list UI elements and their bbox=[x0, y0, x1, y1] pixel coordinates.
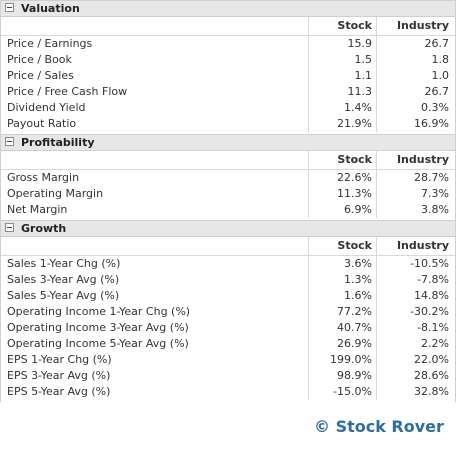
section-growth: Growth Stock Industry Sales 1-Year Chg (%) 3… bbox=[0, 220, 456, 402]
stock-value: 1.4% bbox=[309, 100, 377, 116]
stock-value: 77.2% bbox=[309, 304, 377, 320]
metric-label: Operating Income 1-Year Chg (%) bbox=[1, 304, 309, 320]
stock-value: 1.6% bbox=[309, 288, 377, 304]
stock-value: 6.9% bbox=[309, 202, 377, 218]
table-row: Sales 3-Year Avg (%) 1.3% -7.8% bbox=[1, 272, 455, 288]
column-header-row: Stock Industry bbox=[1, 237, 455, 256]
stock-value: 1.5 bbox=[309, 52, 377, 68]
column-header-stock[interactable]: Stock bbox=[309, 237, 377, 255]
table-row: Operating Income 3-Year Avg (%) 40.7% -8.1… bbox=[1, 320, 455, 336]
stock-value: 15.9 bbox=[309, 36, 377, 52]
stock-value: 22.6% bbox=[309, 170, 377, 186]
column-header-industry[interactable]: Industry bbox=[396, 239, 449, 252]
table-row: Operating Income 5-Year Avg (%) 26.9% 2.2% bbox=[1, 336, 455, 352]
table-row: Net Margin 6.9% 3.8% bbox=[1, 202, 455, 218]
stock-value: 1.3% bbox=[309, 272, 377, 288]
table-row: Operating Income 1-Year Chg (%) 77.2% -30.… bbox=[1, 304, 455, 320]
industry-value: 2.2% bbox=[421, 337, 449, 350]
industry-value: 14.8% bbox=[414, 289, 449, 302]
table-row: Payout Ratio 21.9% 16.9% bbox=[1, 116, 455, 132]
table-row: Price / Earnings 15.9 26.7 bbox=[1, 36, 455, 52]
stock-value: 3.6% bbox=[309, 256, 377, 272]
table-row: Sales 5-Year Avg (%) 1.6% 14.8% bbox=[1, 288, 455, 304]
section-profitability: Profitability Stock Industry Gross Margin 22… bbox=[0, 134, 456, 220]
metric-label: EPS 3-Year Avg (%) bbox=[1, 368, 309, 384]
collapse-toggle-icon[interactable] bbox=[5, 137, 14, 146]
section-header[interactable]: Profitability bbox=[1, 134, 455, 151]
section-title: Profitability bbox=[21, 136, 95, 149]
metrics-panel: Valuation Stock Industry Price / Earnings 15… bbox=[0, 0, 456, 402]
metric-label: Price / Sales bbox=[1, 68, 309, 84]
metric-label: Sales 5-Year Avg (%) bbox=[1, 288, 309, 304]
column-header-industry[interactable]: Industry bbox=[396, 19, 449, 32]
column-header-industry[interactable]: Industry bbox=[396, 153, 449, 166]
industry-value: 1.0 bbox=[431, 69, 450, 82]
industry-value: -10.5% bbox=[410, 257, 449, 270]
section-spacer bbox=[1, 400, 455, 402]
metric-label: Net Margin bbox=[1, 202, 309, 218]
table-row: Gross Margin 22.6% 28.7% bbox=[1, 170, 455, 186]
column-header-metric bbox=[1, 17, 309, 35]
column-header-metric bbox=[1, 237, 309, 255]
industry-value: 0.3% bbox=[421, 101, 449, 114]
column-header-row: Stock Industry bbox=[1, 17, 455, 36]
metric-label: Sales 1-Year Chg (%) bbox=[1, 256, 309, 272]
metric-label: Gross Margin bbox=[1, 170, 309, 186]
industry-value: -7.8% bbox=[417, 273, 449, 286]
metric-label: EPS 1-Year Chg (%) bbox=[1, 352, 309, 368]
column-header-row: Stock Industry bbox=[1, 151, 455, 170]
table-row: EPS 5-Year Avg (%) -15.0% 32.8% bbox=[1, 384, 455, 400]
industry-value: 26.7 bbox=[424, 85, 450, 98]
industry-value: 28.7% bbox=[414, 171, 449, 184]
stock-value: 11.3 bbox=[309, 84, 377, 100]
table-row: Sales 1-Year Chg (%) 3.6% -10.5% bbox=[1, 256, 455, 272]
metric-label: Payout Ratio bbox=[1, 116, 309, 132]
table-row: Dividend Yield 1.4% 0.3% bbox=[1, 100, 455, 116]
section-valuation: Valuation Stock Industry Price / Earnings 15… bbox=[0, 0, 456, 134]
metric-label: Price / Book bbox=[1, 52, 309, 68]
table-row: Price / Book 1.5 1.8 bbox=[1, 52, 455, 68]
industry-value: 26.7 bbox=[424, 37, 450, 50]
stock-value: 21.9% bbox=[309, 116, 377, 132]
metric-label: Dividend Yield bbox=[1, 100, 309, 116]
stock-value: 1.1 bbox=[309, 68, 377, 84]
table-row: Price / Free Cash Flow 11.3 26.7 bbox=[1, 84, 455, 100]
industry-value: 7.3% bbox=[421, 187, 449, 200]
metric-label: Operating Income 3-Year Avg (%) bbox=[1, 320, 309, 336]
stock-value: 98.9% bbox=[309, 368, 377, 384]
table-row: Operating Margin 11.3% 7.3% bbox=[1, 186, 455, 202]
industry-value: 22.0% bbox=[414, 353, 449, 366]
section-title: Valuation bbox=[21, 2, 80, 15]
metric-label: Sales 3-Year Avg (%) bbox=[1, 272, 309, 288]
column-header-metric bbox=[1, 151, 309, 169]
metric-label: EPS 5-Year Avg (%) bbox=[1, 384, 309, 400]
column-header-stock[interactable]: Stock bbox=[309, 17, 377, 35]
collapse-toggle-icon[interactable] bbox=[5, 3, 14, 12]
stock-value: 199.0% bbox=[309, 352, 377, 368]
table-row: EPS 3-Year Avg (%) 98.9% 28.6% bbox=[1, 368, 455, 384]
stock-value: 40.7% bbox=[309, 320, 377, 336]
stock-value: 11.3% bbox=[309, 186, 377, 202]
metric-label: Price / Earnings bbox=[1, 36, 309, 52]
metric-label: Price / Free Cash Flow bbox=[1, 84, 309, 100]
metric-label: Operating Income 5-Year Avg (%) bbox=[1, 336, 309, 352]
table-row: EPS 1-Year Chg (%) 199.0% 22.0% bbox=[1, 352, 455, 368]
industry-value: 32.8% bbox=[414, 385, 449, 398]
industry-value: 1.8 bbox=[431, 53, 450, 66]
section-header[interactable]: Growth bbox=[1, 220, 455, 237]
industry-value: -30.2% bbox=[410, 305, 449, 318]
collapse-toggle-icon[interactable] bbox=[5, 223, 14, 232]
industry-value: -8.1% bbox=[417, 321, 449, 334]
industry-value: 28.6% bbox=[414, 369, 449, 382]
table-row: Price / Sales 1.1 1.0 bbox=[1, 68, 455, 84]
industry-value: 16.9% bbox=[414, 117, 449, 130]
industry-value: 3.8% bbox=[421, 203, 449, 216]
stock-value: -15.0% bbox=[309, 384, 377, 400]
section-title: Growth bbox=[21, 222, 67, 235]
section-header[interactable]: Valuation bbox=[1, 0, 455, 17]
column-header-stock[interactable]: Stock bbox=[309, 151, 377, 169]
stock-rover-watermark: © Stock Rover bbox=[314, 417, 444, 436]
stock-value: 26.9% bbox=[309, 336, 377, 352]
metric-label: Operating Margin bbox=[1, 186, 309, 202]
